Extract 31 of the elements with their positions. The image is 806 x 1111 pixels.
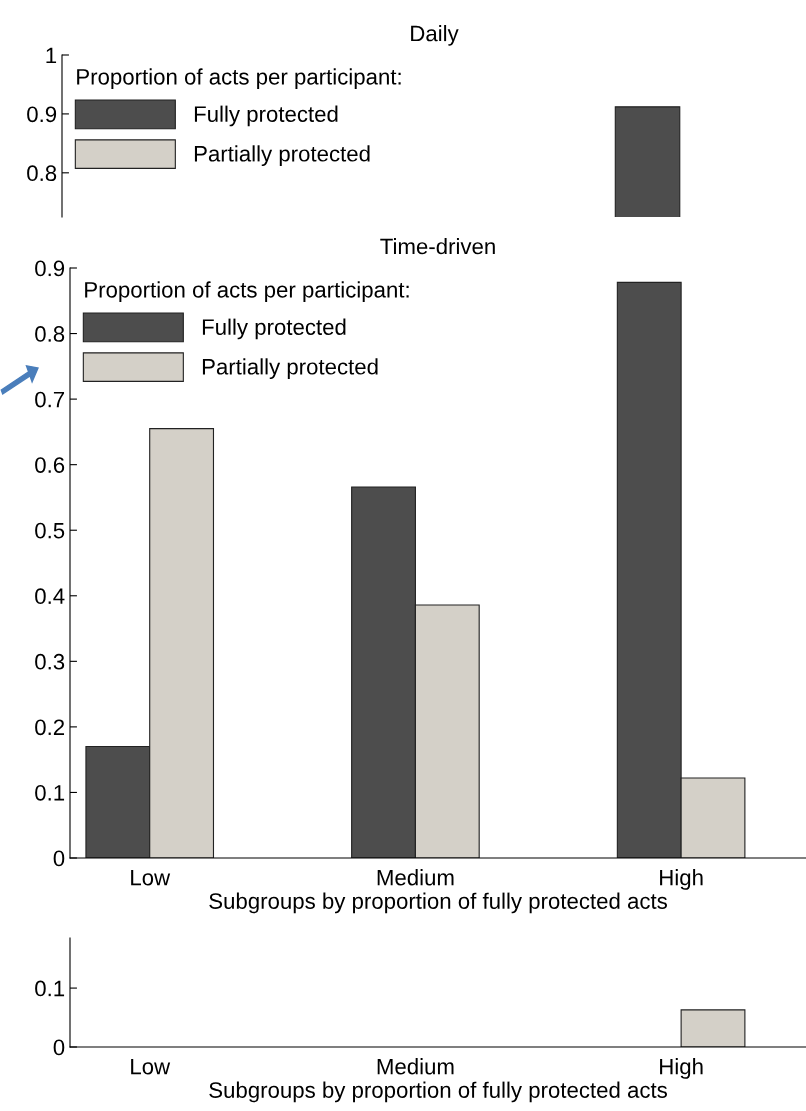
y-tick-label: 0: [53, 1039, 65, 1056]
x-tick-label: High: [660, 869, 703, 890]
legend-label: Fully protected: [202, 318, 346, 340]
x-tick-label: Low: [131, 1058, 171, 1075]
x-tick-label: High: [660, 1058, 703, 1079]
x-tick-label: Medium: [377, 869, 454, 886]
x-axis-title: Subgroups by proportion of fully protected acts: [209, 892, 667, 914]
y-tick-label: 0.3: [35, 653, 65, 670]
y-tick-label: 0.8: [35, 326, 65, 342]
y-tick-label: 0.9: [27, 106, 57, 123]
y-tick-label: 0.1: [35, 980, 65, 997]
x-axis-title: Subgroups by proportion of fully protected acts: [209, 1081, 667, 1103]
y-tick-label: 0.4: [35, 588, 65, 605]
legend-title: Proportion of acts per participant:: [77, 68, 401, 90]
y-tick-label: 0.7: [35, 391, 65, 408]
x-tick-label: Medium: [377, 1058, 454, 1075]
legend-label: Partially protected: [194, 145, 370, 166]
legend-label: Fully protected: [194, 105, 338, 127]
chart-title: Time-driven: [380, 238, 495, 255]
y-tick-label: 0.5: [35, 522, 65, 539]
y-tick-label: 0.8: [27, 165, 57, 182]
y-tick-label: 0.6: [35, 457, 65, 473]
x-tick-label: Low: [131, 869, 171, 886]
chart-title: Daily: [411, 25, 459, 46]
y-tick-label: 1: [46, 47, 57, 64]
legend-title: Proportion of acts per participant:: [85, 281, 409, 303]
y-tick-label: 0.2: [35, 719, 65, 736]
y-tick-label: 0: [53, 850, 65, 867]
y-tick-label: 0.9: [35, 260, 65, 277]
y-tick-label: 0.1: [35, 784, 65, 801]
legend-label: Partially protected: [202, 358, 378, 379]
